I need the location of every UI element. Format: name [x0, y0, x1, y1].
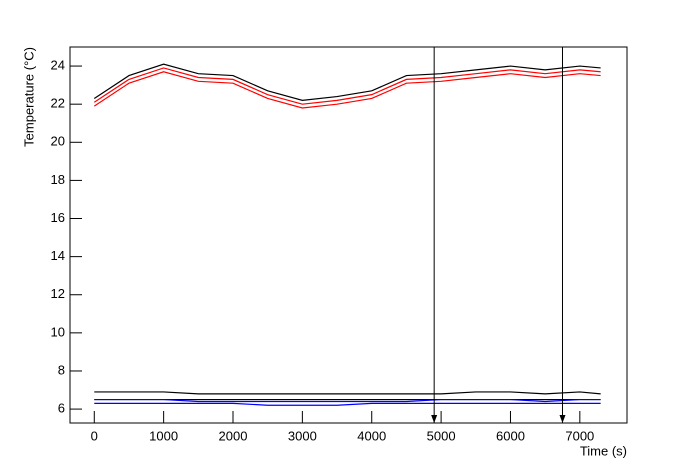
series-line [94, 398, 601, 403]
series-line [93, 71, 601, 109]
series-line [93, 67, 601, 105]
y-tick-label: 14 [51, 248, 65, 263]
y-tick-label: 10 [51, 324, 65, 339]
y-tick-label: 16 [51, 210, 65, 225]
x-tick-label: 2000 [219, 428, 248, 443]
arrow-head [559, 415, 566, 423]
y-tick-label: 20 [51, 134, 65, 149]
series-line [94, 402, 601, 406]
series-line [94, 391, 601, 395]
x-axis-label: Time (s) [580, 443, 627, 458]
x-tick-label: 6000 [496, 428, 525, 443]
plot-frame [69, 46, 628, 424]
y-tick-label: 8 [58, 362, 65, 377]
x-tick-label: 5000 [427, 428, 456, 443]
x-tick-label: 1000 [149, 428, 178, 443]
x-tick-label: 0 [91, 428, 98, 443]
arrow-head [431, 415, 438, 423]
y-tick-label: 6 [58, 401, 65, 416]
y-tick-label: 18 [51, 172, 65, 187]
y-tick-label: 12 [51, 286, 65, 301]
y-tick-label: 22 [51, 96, 65, 111]
x-tick-label: 7000 [565, 428, 594, 443]
series-line [93, 63, 601, 101]
y-tick-label: 24 [51, 57, 65, 72]
x-tick-label: 3000 [288, 428, 317, 443]
x-tick-label: 4000 [357, 428, 386, 443]
y-axis-label: Temperature (°C) [21, 47, 36, 147]
